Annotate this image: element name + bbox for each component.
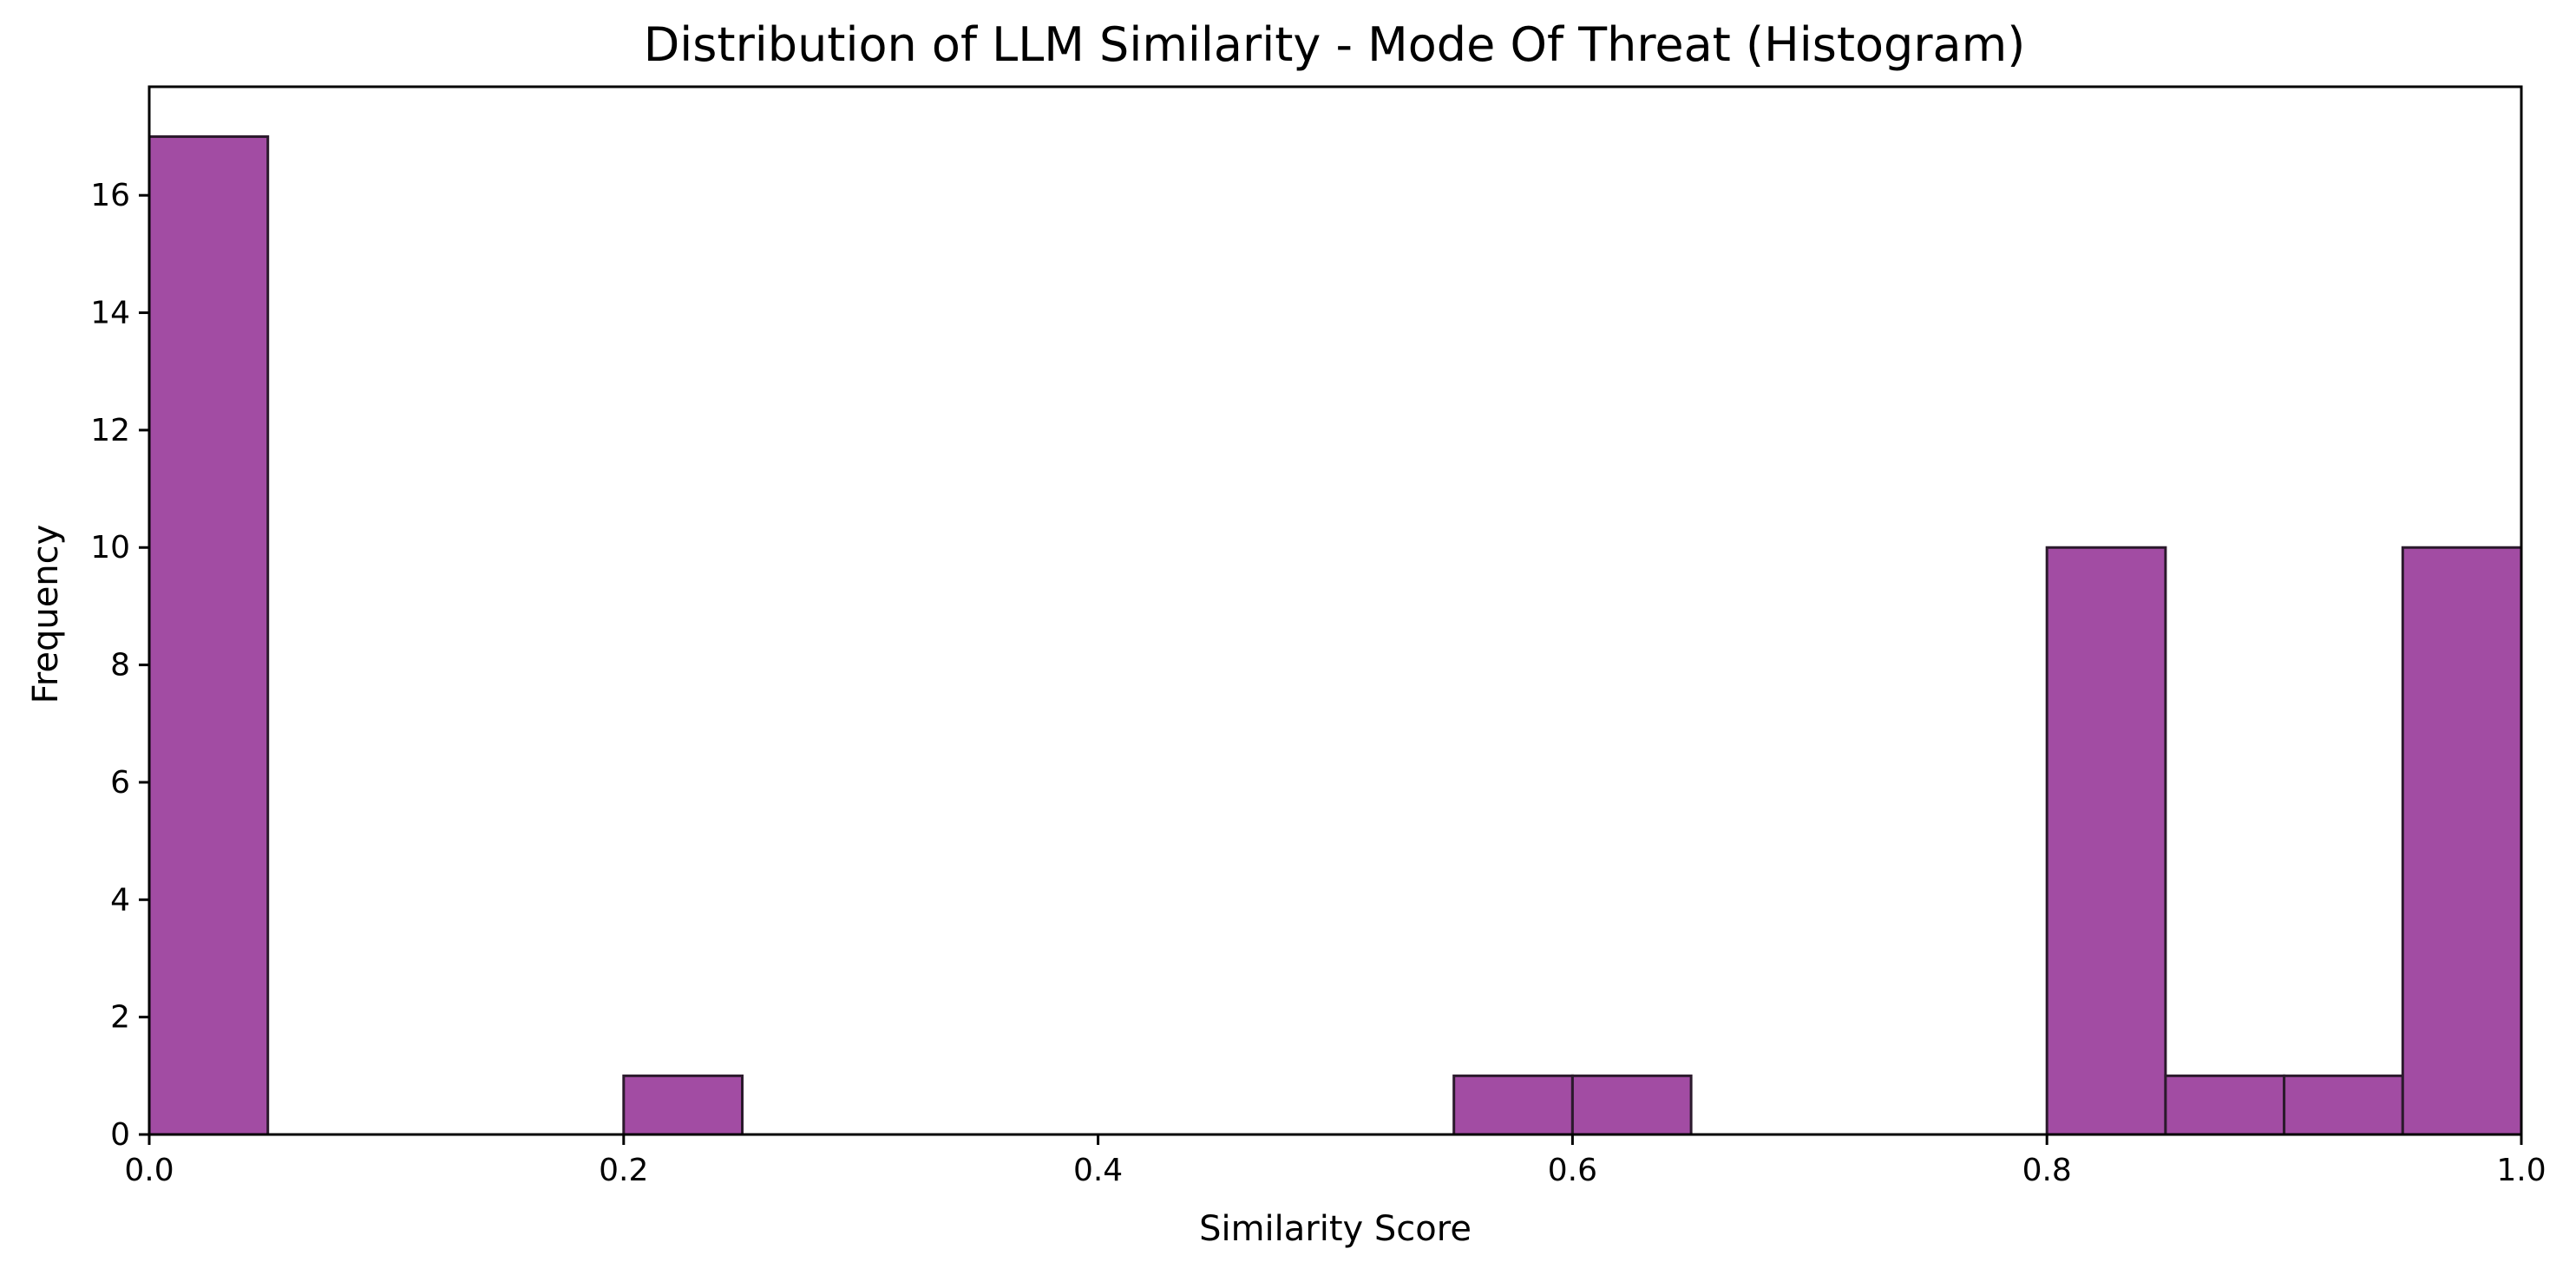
y-tick-label: 6 (110, 765, 130, 801)
histogram-bar-4 (2045, 546, 2167, 1136)
bars-group (147, 135, 2523, 1136)
y-tick-label: 0 (110, 1117, 130, 1153)
histogram-bar-7 (2401, 546, 2523, 1136)
plot-frame (147, 85, 2523, 1136)
y-tick-label: 4 (110, 882, 130, 918)
y-tick-label: 16 (90, 178, 130, 213)
x-tick-label: 1.0 (2496, 1153, 2546, 1188)
histogram-bar-1 (622, 1074, 744, 1136)
y-axis-ticks: 0 2 4 6 8 10 12 14 16 (90, 178, 149, 1153)
histogram-bar-6 (2283, 1074, 2404, 1136)
x-axis-ticks: 0.0 0.2 0.4 0.6 0.8 1.0 (124, 1134, 2547, 1188)
x-tick-label: 0.6 (1548, 1153, 1597, 1188)
y-tick-label: 8 (110, 648, 130, 683)
histogram-bar-0 (147, 135, 270, 1136)
histogram-bar-2 (1452, 1074, 1574, 1136)
x-tick-label: 0.2 (599, 1153, 648, 1188)
x-axis-label: Similarity Score (1199, 1209, 1472, 1249)
x-tick-label: 0.8 (2022, 1153, 2072, 1188)
y-tick-label: 2 (110, 1000, 130, 1036)
x-tick-label: 0.0 (124, 1153, 174, 1188)
chart-title: Distribution of LLM Similarity - Mode Of… (644, 17, 2026, 72)
y-tick-label: 10 (90, 530, 130, 566)
x-tick-label: 0.4 (1073, 1153, 1123, 1188)
y-tick-label: 14 (90, 296, 130, 331)
histogram-bar-3 (1570, 1074, 1693, 1136)
histogram-bar-5 (2164, 1074, 2286, 1136)
y-tick-label: 12 (90, 413, 130, 448)
y-axis-label: Frequency (26, 525, 66, 704)
